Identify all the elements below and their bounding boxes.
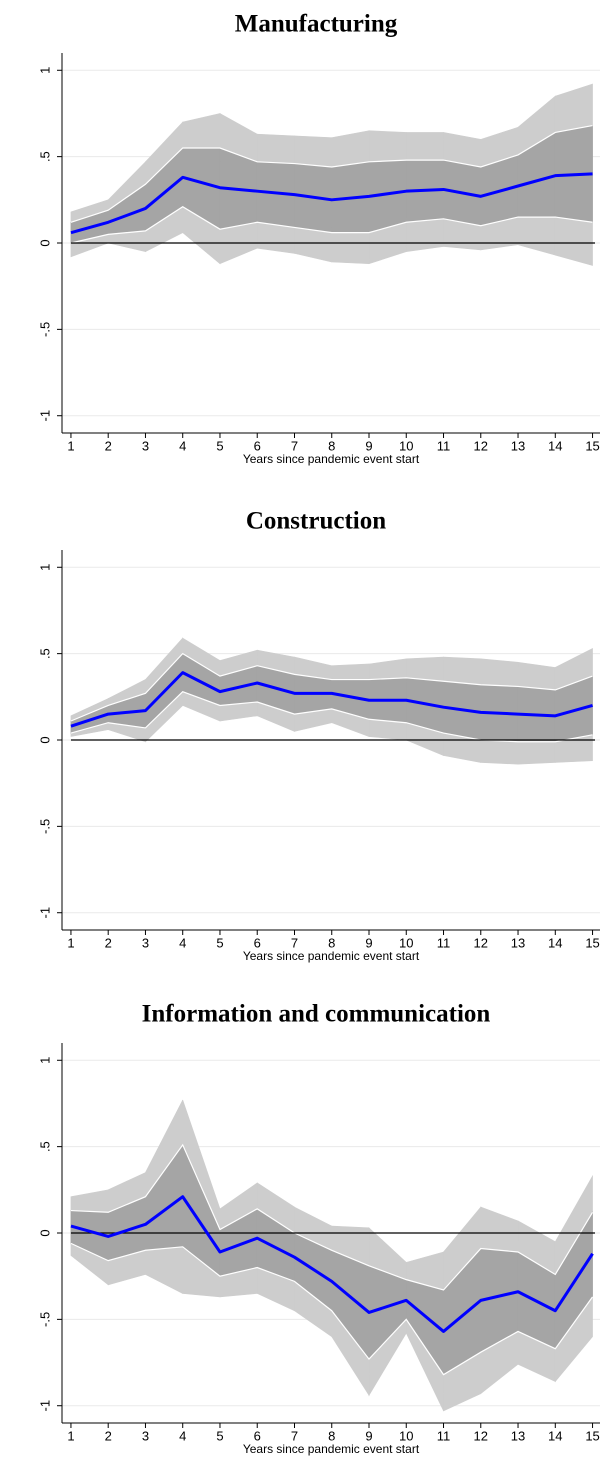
x-tick-label: 3 (142, 1428, 149, 1443)
x-tick-label: 7 (291, 935, 298, 950)
estimate-line (70, 671, 593, 728)
y-tick-label: 1 (37, 564, 52, 571)
y-tick-label: 0 (37, 239, 52, 246)
x-tick-label: 9 (365, 438, 372, 453)
y-tick-label: .5 (37, 1141, 52, 1152)
estimate-line (70, 172, 593, 235)
band-edge (70, 652, 593, 722)
x-tick-label: 14 (548, 935, 562, 950)
x-tick-label: 13 (511, 438, 525, 453)
y-tick-label: -.5 (37, 1312, 52, 1327)
x-tick-label: 8 (328, 1428, 335, 1443)
x-tick-label: 8 (328, 935, 335, 950)
x-axis-label: Years since pandemic event start (243, 452, 420, 466)
x-tick-label: 8 (328, 438, 335, 453)
y-tick-label: 1 (37, 1057, 52, 1064)
x-tick-label: 6 (254, 438, 261, 453)
x-tick-label: 5 (216, 1428, 223, 1443)
x-tick-label: 10 (399, 1428, 413, 1443)
x-tick-label: 1 (67, 1428, 74, 1443)
y-tick-label: .5 (37, 648, 52, 659)
x-tick-label: 12 (474, 438, 488, 453)
x-tick-label: 10 (399, 438, 413, 453)
y-tick-label: 0 (37, 736, 52, 743)
x-tick-label: 15 (585, 935, 599, 950)
y-tick-label: -1 (37, 1400, 52, 1412)
y-tick-label: 0 (37, 1229, 52, 1236)
x-tick-label: 12 (474, 935, 488, 950)
x-tick-label: 14 (548, 438, 562, 453)
chart-title: Construction (246, 508, 386, 535)
x-tick-label: 10 (399, 935, 413, 950)
x-tick-label: 15 (585, 1428, 599, 1443)
chart-title: Information and communication (142, 1001, 491, 1028)
x-tick-label: 7 (291, 438, 298, 453)
x-tick-label: 5 (216, 935, 223, 950)
x-tick-label: 15 (585, 438, 599, 453)
x-tick-label: 1 (67, 935, 74, 950)
x-tick-label: 11 (437, 438, 451, 453)
x-axis-label: Years since pandemic event start (243, 1442, 420, 1456)
x-tick-label: 7 (291, 1428, 298, 1443)
x-tick-label: 13 (511, 935, 525, 950)
x-tick-label: 11 (437, 935, 451, 950)
x-tick-label: 2 (105, 438, 112, 453)
estimate-line (70, 1195, 594, 1333)
x-axis-label: Years since pandemic event start (243, 949, 420, 963)
y-tick-label: -1 (37, 410, 52, 422)
x-tick-label: 6 (254, 1428, 261, 1443)
x-tick-label: 1 (67, 438, 74, 453)
band-edge (70, 124, 593, 223)
x-tick-label: 4 (179, 935, 186, 950)
y-tick-label: 1 (37, 67, 52, 74)
x-tick-label: 4 (179, 1428, 186, 1443)
x-tick-label: 2 (105, 935, 112, 950)
x-tick-label: 5 (216, 438, 223, 453)
x-tick-label: 14 (548, 1428, 562, 1443)
chart-title: Manufacturing (235, 11, 398, 38)
x-tick-label: 9 (365, 1428, 372, 1443)
band-edge (70, 206, 593, 244)
x-tick-label: 12 (474, 1428, 488, 1443)
x-tick-label: 9 (365, 935, 372, 950)
y-tick-label: -.5 (37, 322, 52, 337)
y-tick-label: -.5 (37, 819, 52, 834)
x-tick-label: 3 (142, 935, 149, 950)
band-edge (70, 1143, 594, 1291)
y-tick-label: .5 (37, 151, 52, 162)
x-tick-label: 11 (437, 1428, 451, 1443)
x-tick-label: 3 (142, 438, 149, 453)
x-tick-label: 4 (179, 438, 186, 453)
y-tick-label: -1 (37, 907, 52, 919)
x-tick-label: 2 (105, 1428, 112, 1443)
band-edge (70, 1242, 594, 1376)
x-tick-label: 13 (511, 1428, 525, 1443)
band-edge (70, 690, 593, 743)
x-tick-label: 6 (254, 935, 261, 950)
